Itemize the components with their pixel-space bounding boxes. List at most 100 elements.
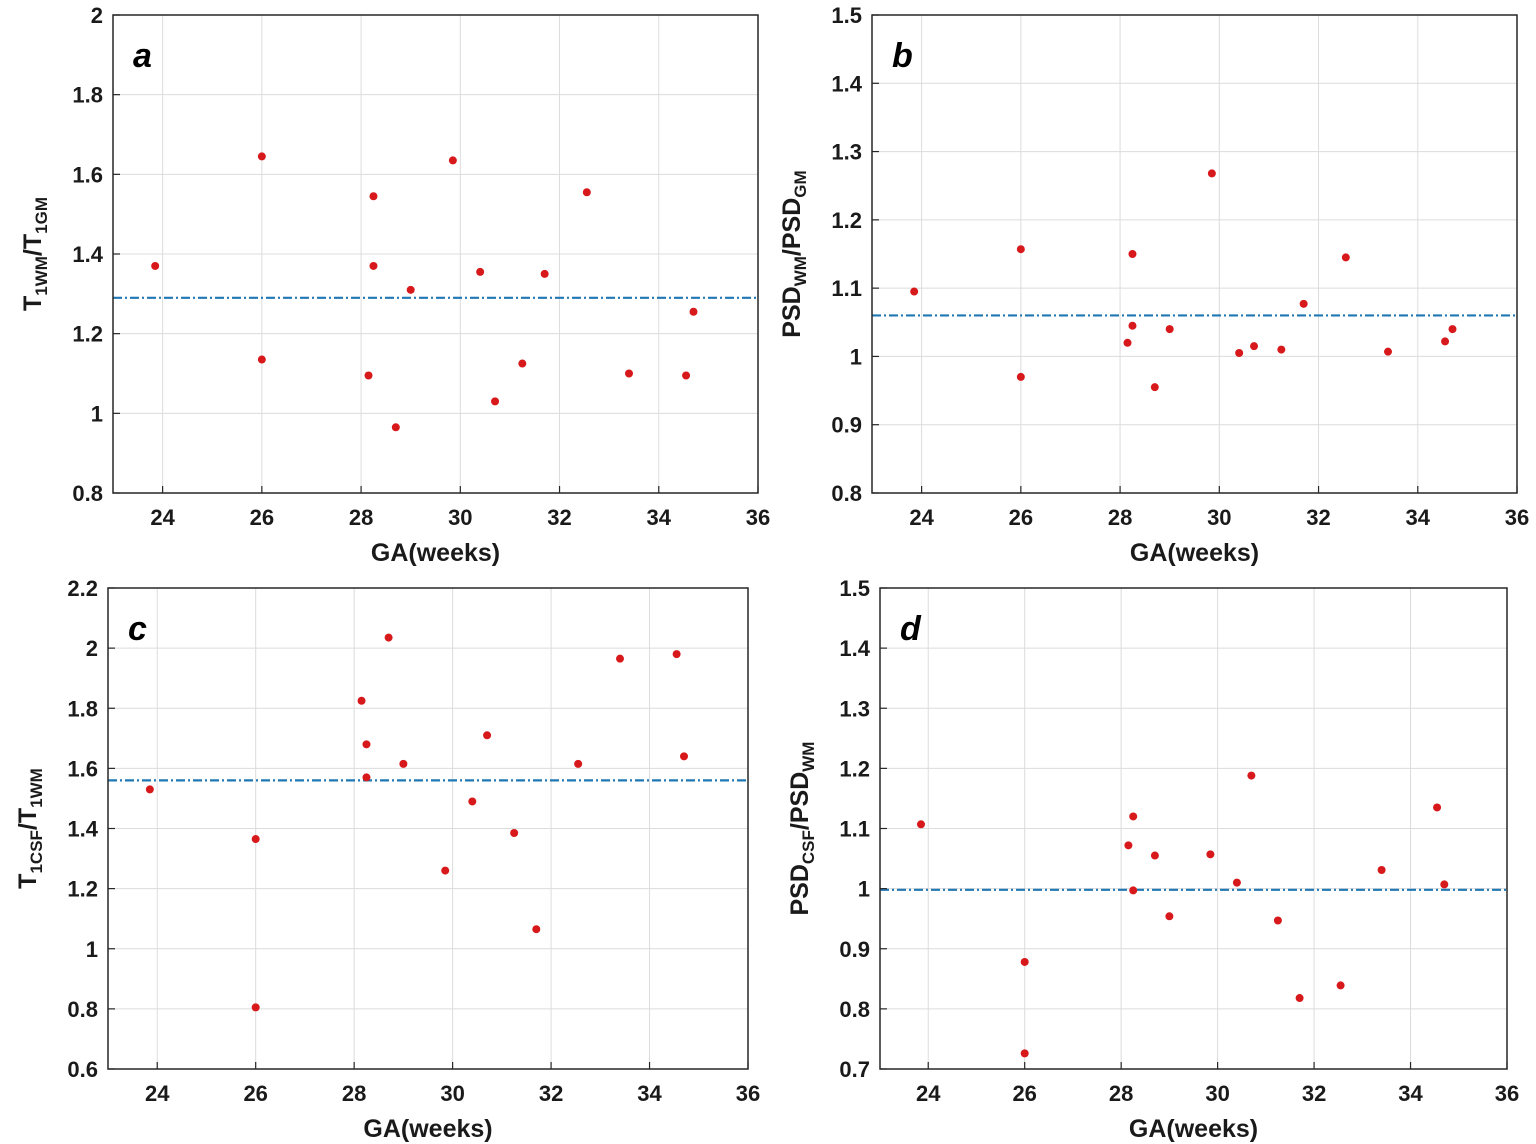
data-point [910,287,919,296]
x-tick-label: 36 [1495,1081,1519,1106]
data-point [1150,383,1159,392]
data-point [251,835,260,844]
plot-area [872,15,1517,493]
data-point [1441,337,1450,346]
y-tick-label: 1 [850,344,862,369]
y-tick-label: 1.2 [67,877,98,902]
data-point [369,261,378,270]
y-tick-label: 1.5 [831,3,862,28]
x-tick-label: 36 [736,1081,760,1106]
panel-letter: a [133,37,152,75]
data-point [518,359,527,368]
data-point [257,152,266,161]
data-point [362,773,371,782]
y-axis-label: T1WM/T1GM [19,197,51,311]
x-tick-label: 32 [1306,505,1330,530]
data-point [364,371,373,380]
data-point [406,285,415,294]
data-point [1150,851,1159,860]
data-point [1207,169,1216,178]
x-tick-label: 30 [1207,505,1231,530]
y-tick-label: 0.8 [839,997,870,1022]
y-tick-label: 1.4 [831,71,862,96]
x-tick-label: 26 [243,1081,267,1106]
y-tick-label: 1.6 [67,756,98,781]
panel-letter: b [892,37,913,75]
x-tick-label: 24 [916,1081,941,1106]
y-tick-label: 0.9 [839,937,870,962]
x-tick-label: 26 [1012,1081,1036,1106]
x-axis-label: GA(weeks) [1129,1115,1258,1143]
data-point [468,797,477,806]
y-tick-label: 1.5 [839,576,870,601]
panel-c: 24 26 28 30 32 34 36 0.6 0.8 1 1.2 1.4 1.6 1.8 2 2.2 GA(… [14,576,760,1143]
y-axis-label: PSDCSF/PSDWM [786,742,818,916]
data-point [1341,253,1350,262]
y-tick-label: 1.1 [831,276,862,301]
data-point [1123,338,1132,347]
data-point [1448,325,1457,334]
y-tick-label: 1.2 [831,208,862,233]
data-point [1128,250,1137,258]
data-point [441,866,450,875]
x-tick-label: 30 [448,505,472,530]
data-point [491,397,500,406]
data-point [1020,957,1029,966]
y-tick-label: 2 [86,636,98,661]
data-point [1016,372,1025,381]
x-tick-label: 36 [1505,505,1529,530]
y-tick-label: 1.2 [72,322,103,347]
x-axis-label: GA(weeks) [371,539,500,567]
x-tick-label: 24 [909,505,934,530]
x-axis-label: GA(weeks) [363,1115,492,1143]
x-tick-label: 32 [539,1081,563,1106]
data-point [1165,912,1174,921]
data-point [1273,916,1282,925]
y-tick-label: 1 [86,937,98,962]
data-point [1129,812,1138,821]
data-point [540,269,549,278]
data-point [391,423,400,432]
y-tick-label: 0.9 [831,413,862,438]
panel-letter: d [900,610,922,648]
data-point [1295,994,1304,1003]
data-point [689,307,698,316]
data-point [384,633,393,642]
y-tick-label: 1.3 [831,140,862,165]
x-tick-label: 28 [1109,1081,1133,1106]
y-axis-label: PSDWM/PSDGM [778,170,810,337]
data-point [476,267,485,276]
x-tick-label: 26 [250,505,274,530]
x-tick-label: 24 [150,505,175,530]
x-tick-label: 34 [637,1081,662,1106]
data-point [1124,841,1133,850]
data-point [510,829,519,838]
data-point [582,188,591,197]
y-tick-label: 1 [858,877,870,902]
panel-a: 24 26 28 30 32 34 36 0.8 1 1.2 1.4 1.6 1.8 2 GA(weeks)… [19,3,770,567]
x-tick-label: 30 [440,1081,464,1106]
data-point [1377,865,1386,874]
data-point [532,925,541,934]
data-point [399,759,408,768]
x-tick-label: 26 [1009,505,1033,530]
y-tick-label: 0.8 [72,481,103,506]
plot-frame [871,14,1518,494]
data-point [1384,347,1392,356]
x-tick-label: 34 [647,505,672,530]
data-point [1129,886,1138,895]
data-point [1440,880,1449,889]
data-point [257,355,266,364]
y-tick-label: 1.4 [839,636,870,661]
data-point [682,371,691,380]
data-point [574,759,583,768]
data-point [483,731,492,740]
data-point [1128,321,1137,330]
x-tick-label: 32 [547,505,571,530]
data-point [362,740,371,749]
data-point [1020,1049,1029,1058]
data-point [916,820,925,829]
x-tick-label: 34 [1406,505,1431,530]
data-point [1336,981,1345,990]
